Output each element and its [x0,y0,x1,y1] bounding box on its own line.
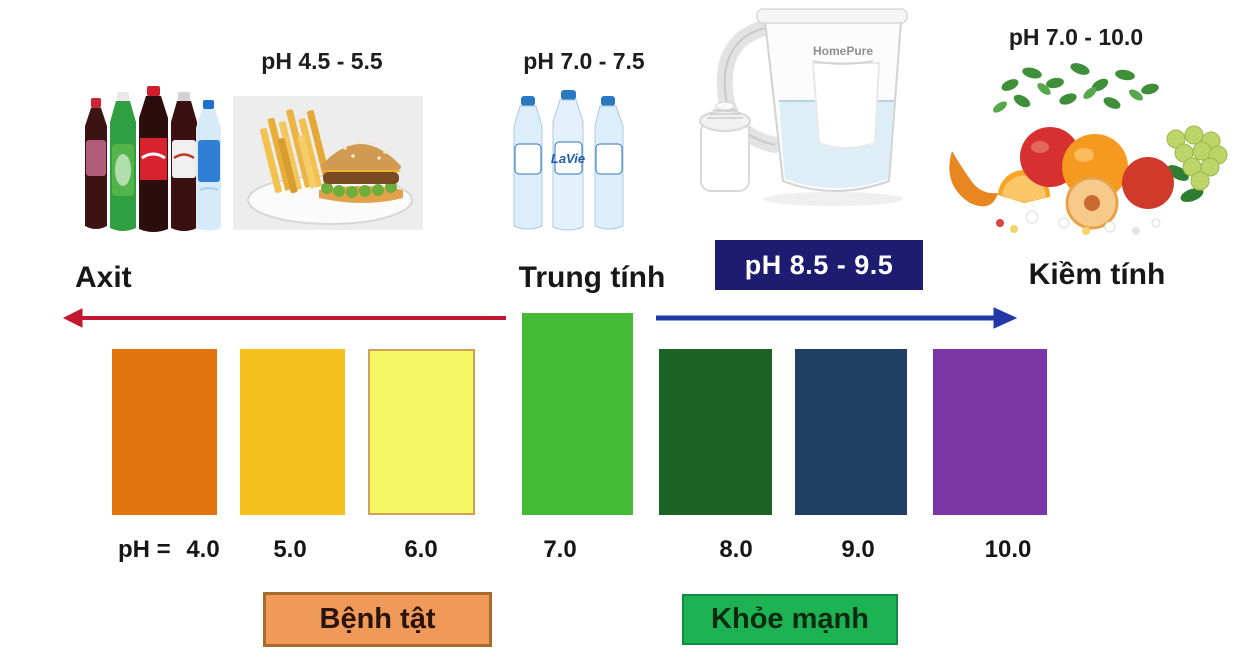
burger-fries-illustration [233,96,423,230]
fruits-vegetables-image [940,55,1235,240]
greens [1001,63,1204,202]
ph-bar-6.0 [368,349,475,515]
ph-bar-7.0 [522,313,633,515]
filter-cartridge [699,101,751,192]
alkaline-arrow-head [993,307,1018,329]
burger-fries-image [233,96,423,230]
lavie-brand-text: LaVie [551,151,585,166]
acid-zone-label: Axit [75,261,132,294]
alkaline-arrow [656,307,1018,329]
acid-arrow [62,308,506,328]
ph-bar-5.0 [240,349,345,515]
grapes [1166,125,1228,191]
greens-light [993,83,1143,113]
soda-bottles-image [85,78,225,233]
sick-box: Bệnh tật [263,592,492,647]
water-bottles-illustration: LaVie [513,90,624,231]
papaya [949,151,998,207]
fastfood-ph-label: pH 4.5 - 5.5 [261,48,383,74]
ph-value-6.0: 6.0 [404,536,438,563]
water-pitcher-illustration: HomePure [699,8,908,206]
healthy-box-label: Khỏe mạnh [711,603,869,635]
soda-bottles-illustration [85,86,221,232]
fruits-ph-label: pH 7.0 - 10.0 [1008,24,1144,50]
ph-value-4.0: 4.0 [186,536,220,563]
ph-value-10.0: 10.0 [984,536,1032,563]
water-ph-label: pH 7.0 - 7.5 [523,48,645,74]
healthy-box: Khỏe mạnh [682,594,898,645]
ph-8-5-9-5-badge: pH 8.5 - 9.5 [715,240,923,290]
ph-bar-8.0 [659,349,772,515]
neutral-zone-label: Trung tính [518,261,666,294]
ph-bar-4.0 [112,349,217,515]
acid-arrow-head [62,308,83,328]
ph-bar-10.0 [933,349,1047,515]
small-items [996,210,1161,235]
ph-bar-9.0 [795,349,907,515]
water-pitcher-image: HomePure [693,3,913,210]
water-bottles-image: LaVie [505,80,635,233]
apple-right [1122,157,1174,209]
sick-box-label: Bệnh tật [319,603,436,635]
ph-value-7.0: 7.0 [543,536,577,563]
alkaline-zone-label: Kiềm tính [1028,258,1166,291]
ph-value-5.0: 5.0 [273,536,307,563]
homepure-brand-text: HomePure [813,44,873,58]
ph-value-8.0: 8.0 [719,536,753,563]
ph-value-9.0: 9.0 [841,536,875,563]
fruits-illustration [949,63,1228,235]
ph-equals-prefix: pH = [118,536,171,563]
